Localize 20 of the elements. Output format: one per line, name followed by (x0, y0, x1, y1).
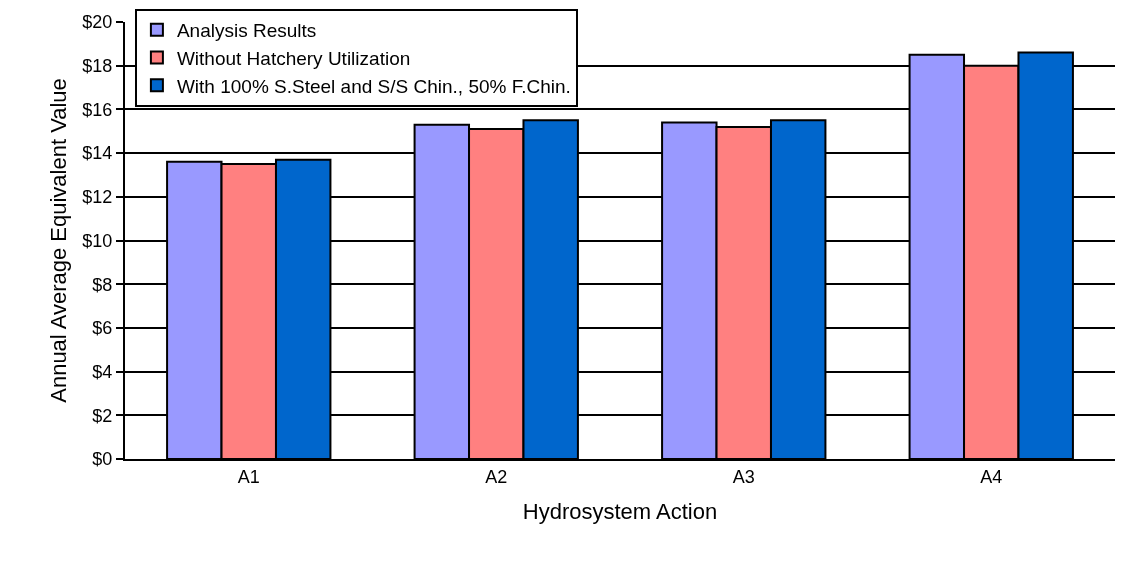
y-tick-label: $0 (92, 449, 113, 470)
y-tick-label: $20 (82, 12, 113, 33)
x-tick-label: A3 (732, 466, 755, 487)
y-tick-label: $12 (82, 187, 113, 208)
x-tick-label: A2 (485, 466, 508, 487)
x-axis-title: Hydrosystem Action (522, 499, 718, 524)
legend-label: Analysis Results (176, 20, 317, 42)
y-tick-label: $6 (92, 318, 113, 339)
y-tick-label: $2 (92, 405, 113, 426)
x-tick-label: A1 (237, 466, 260, 487)
y-tick-label: $16 (82, 99, 113, 120)
y-tick-label: $8 (92, 274, 113, 295)
y-tick-label: $14 (82, 143, 113, 164)
y-tick-label: $18 (82, 56, 113, 76)
y-tick-label: $4 (92, 361, 113, 382)
x-tick-label: A4 (980, 466, 1003, 487)
legend-label: With 100% S.Steel and S/S Chin., 50% F.Chin. (176, 75, 571, 97)
y-axis-title: Annual Average Equivalent Value (45, 78, 71, 403)
y-tick-label: $10 (82, 230, 113, 251)
legend-label: Without Hatchery Utilization (176, 47, 411, 69)
